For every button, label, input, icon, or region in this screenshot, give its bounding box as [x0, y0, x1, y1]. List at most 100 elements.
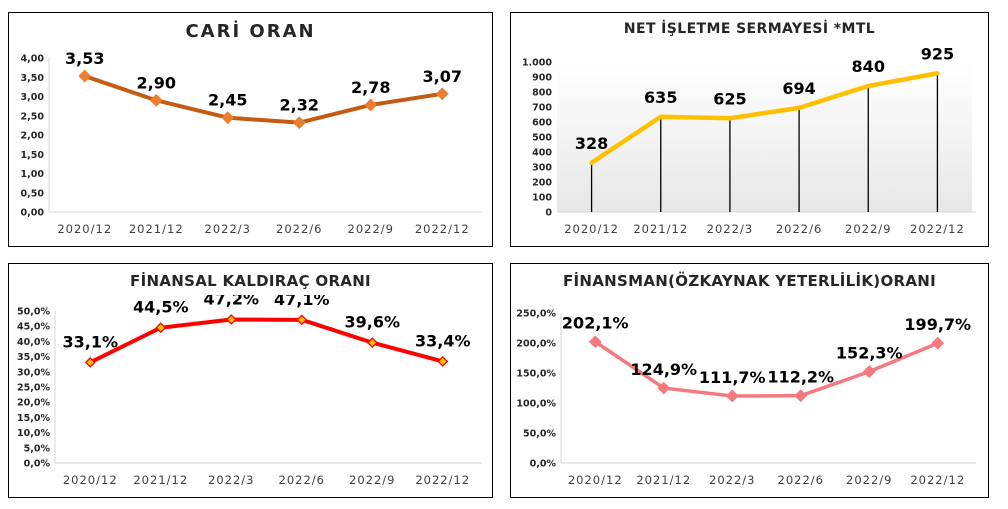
data-point-label: 44,5%	[133, 298, 189, 317]
data-point-marker	[657, 381, 671, 395]
data-point-label: 2,32	[280, 96, 319, 115]
data-point-label: 925	[921, 44, 954, 63]
chart-panel-cari-oran: CARİ ORAN 0,00 0,50 1,00 1,50 2,00 2,50 3,00 3,…	[8, 12, 493, 247]
line-series	[88, 317, 445, 365]
y-tick-label: 15,0%	[17, 413, 50, 424]
data-point-label: 47,1%	[274, 295, 330, 309]
data-point-label: 199,7%	[904, 315, 971, 334]
data-point-label: 3,07	[423, 67, 462, 86]
x-tick-label: 2022/12	[415, 473, 470, 487]
x-tick-label: 2020/12	[564, 222, 619, 236]
x-tick-label: 2020/12	[57, 222, 112, 236]
chart-panel-finansman-ozkaynak-yeterlilik-orani: FİNANSMAN(ÖZKAYNAK YETERLİLİK)ORANI 0,0%…	[510, 263, 989, 498]
data-point-marker	[588, 335, 602, 349]
data-point-marker	[78, 69, 92, 83]
data-point-marker	[862, 365, 876, 379]
data-point-label: 2,45	[208, 91, 247, 110]
data-point-label: 111,7%	[699, 368, 766, 387]
data-point-marker	[84, 356, 96, 368]
line-series	[82, 74, 445, 125]
y-tick-label: 600	[532, 118, 552, 129]
y-tick-label: 3,00	[21, 92, 45, 103]
chart-panel-net-isletme-sermayesi: NET İŞLETME SERMAYESİ *MTL 0 100 200 300 400…	[510, 12, 989, 247]
data-point-label: 2,90	[137, 73, 176, 92]
y-tick-label: 3,50	[21, 73, 45, 84]
data-point-marker	[296, 314, 308, 326]
x-tick-label: 2022/3	[205, 222, 251, 236]
y-tick-label: 2,50	[21, 111, 45, 122]
y-tick-label: 800	[532, 88, 552, 99]
x-tick-label: 2022/3	[208, 473, 254, 487]
x-tick-label: 2020/12	[63, 473, 118, 487]
x-tick-label: 2020/12	[568, 473, 623, 487]
x-tick-label: 2022/12	[910, 473, 965, 487]
x-tick-label: 2022/3	[707, 222, 753, 236]
x-tick-label: 2022/9	[845, 222, 891, 236]
y-tick-label: 25,0%	[17, 383, 50, 394]
y-tick-label: 30,0%	[17, 367, 50, 378]
y-tick-label: 400	[532, 148, 552, 159]
data-point-marker	[931, 336, 945, 350]
x-tick-label: 2021/12	[633, 222, 688, 236]
line-chart-finansman-ozkaynak-yeterlilik-orani: 0,0% 50,0% 100,0% 150,0% 200,0% 250,0% 2020/12…	[516, 309, 976, 487]
data-point-label: 39,6%	[344, 313, 400, 332]
y-tick-label: 0,50	[21, 188, 45, 199]
y-tick-label: 5,0%	[24, 443, 51, 454]
data-point-marker	[149, 93, 163, 107]
y-tick-label: 1,00	[21, 169, 45, 180]
data-point-label: 328	[575, 134, 608, 153]
data-point-marker	[794, 389, 808, 403]
y-tick-label: 1,50	[21, 150, 45, 161]
plot-area	[557, 62, 972, 212]
data-point-marker	[366, 337, 378, 349]
y-tick-label: 250,0%	[516, 309, 556, 320]
chart-title: FİNANSAL KALDIRAÇ ORANI	[130, 272, 371, 290]
line-chart-finansal-kaldirac-orani: 0,0% 5,0% 10,0% 15,0% 20,0% 25,0% 30,0% 35,0% 40…	[17, 295, 482, 487]
x-tick-label: 2022/6	[778, 473, 824, 487]
x-tick-label: 2022/9	[846, 473, 892, 487]
line-series	[589, 71, 940, 166]
data-point-label: 202,1%	[562, 314, 629, 333]
data-point-label: 840	[852, 57, 885, 76]
y-tick-label: 10,0%	[17, 428, 50, 439]
y-tick-label: 45,0%	[17, 322, 50, 333]
y-tick-label: 0,0%	[24, 459, 51, 470]
y-tick-label: 500	[532, 133, 552, 144]
data-point-label: 152,3%	[836, 344, 903, 363]
data-point-marker	[221, 111, 235, 125]
y-tick-label: 0	[545, 208, 552, 219]
y-tick-label: 2,00	[21, 131, 45, 142]
y-tick-label: 40,0%	[17, 337, 50, 348]
data-point-label: 33,4%	[415, 331, 471, 350]
x-tick-label: 2022/9	[348, 222, 394, 236]
data-point-label: 3,53	[65, 49, 104, 68]
data-point-label: 694	[782, 79, 815, 98]
data-point-marker	[225, 314, 237, 325]
line-chart-net-isletme-sermayesi: 0 100 200 300 400 500 600 700 800 900 1.000 2020/12…	[522, 44, 976, 236]
line-chart-cari-oran: 0,00 0,50 1,00 1,50 2,00 2,50 3,00 3,50 4,00 2020…	[21, 49, 482, 236]
x-tick-label: 2022/12	[415, 222, 470, 236]
x-tick-label: 2021/12	[129, 222, 184, 236]
chart-title: CARİ ORAN	[185, 21, 316, 42]
data-point-label: 625	[713, 89, 746, 108]
x-tick-label: 2021/12	[636, 473, 691, 487]
y-tick-label: 200,0%	[516, 339, 556, 350]
y-tick-label: 100,0%	[516, 399, 556, 410]
data-point-marker	[437, 356, 449, 367]
y-tick-label: 20,0%	[17, 398, 50, 409]
data-point-label: 33,1%	[62, 332, 118, 351]
y-tick-label: 0,0%	[530, 459, 557, 470]
y-tick-label: 200	[532, 178, 552, 189]
data-point-label: 112,2%	[767, 368, 834, 387]
chart-title: FİNANSMAN(ÖZKAYNAK YETERLİLİK)ORANI	[562, 272, 937, 290]
data-point-marker	[435, 87, 449, 101]
y-tick-label: 4,00	[21, 54, 45, 65]
chart-panel-finansal-kaldirac-orani: FİNANSAL KALDIRAÇ ORANI 0,0% 5,0% 10,0% 15,…	[8, 263, 493, 498]
x-tick-label: 2021/12	[133, 473, 188, 487]
data-point-label: 124,9%	[630, 360, 697, 379]
data-point-marker	[155, 322, 167, 334]
y-tick-label: 150,0%	[516, 369, 556, 380]
y-tick-label: 1.000	[522, 58, 552, 69]
y-tick-label: 700	[532, 103, 552, 114]
